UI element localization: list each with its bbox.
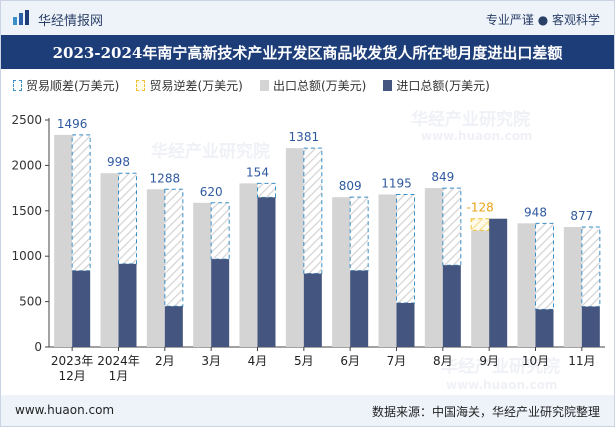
deficit-band — [470, 218, 490, 231]
x-tick-label: 9月 — [479, 354, 499, 368]
import-bar — [535, 309, 554, 347]
balance-label: 154 — [246, 165, 269, 179]
y-tick-label: 0 — [34, 340, 42, 354]
data-source: 数据来源：中国海关，华经产业研究院整理 — [371, 405, 600, 419]
balance-label: 809 — [339, 179, 362, 193]
surplus-band — [581, 226, 601, 308]
balance-label: 620 — [200, 185, 223, 199]
export-bar — [100, 173, 119, 347]
surplus-band — [349, 196, 369, 272]
balance-label: 877 — [570, 209, 593, 223]
export-bar — [285, 148, 304, 347]
x-tick-label: 4月 — [248, 354, 268, 368]
x-tick-label: 7月 — [387, 354, 407, 368]
y-tick-label: 500 — [19, 295, 42, 309]
title-bar: 2023-2024年南宁高新技术产业开发区商品收发货人所在地月度进出口差额 — [1, 35, 614, 69]
logo-icon — [13, 10, 29, 25]
legend-label-export: 出口总额(万美元) — [272, 79, 367, 93]
balance-label: 849 — [431, 170, 454, 184]
legend-label-deficit: 贸易逆差(万美元) — [149, 79, 243, 93]
surplus-band — [210, 202, 230, 260]
x-tick-label: 5月 — [294, 354, 314, 368]
y-tick-label: 2500 — [11, 113, 42, 127]
export-bar — [517, 223, 536, 347]
export-bar — [563, 226, 582, 347]
export-bar — [332, 197, 351, 347]
balance-label: -128 — [467, 201, 494, 215]
watermark-url: www.huaon.com — [421, 129, 532, 143]
balance-label: 1288 — [150, 171, 181, 185]
top-bar: 华经情报网 专业严谨 ● 客观科学 — [1, 1, 614, 35]
surplus-band — [303, 147, 323, 275]
x-tick-label: 2023年 — [51, 354, 94, 368]
slogan: 专业严谨 ● 客观科学 — [485, 13, 600, 27]
footer-bar: www.huaon.com 数据来源：中国海关，华经产业研究院整理 — [1, 395, 614, 426]
surplus-band — [164, 188, 184, 307]
import-bar — [72, 270, 91, 347]
y-tick-label: 1000 — [11, 249, 42, 263]
watermark-text: 华经产业研究院 — [411, 109, 530, 130]
import-bar — [118, 263, 137, 347]
import-bar — [303, 273, 322, 347]
import-bar — [257, 197, 276, 347]
x-tick-label: 1月 — [109, 369, 129, 383]
footer-website: www.huaon.com — [15, 403, 115, 417]
export-bar — [239, 183, 258, 347]
export-bar — [378, 194, 397, 347]
surplus-band — [71, 134, 91, 272]
legend-swatch-surplus — [13, 80, 22, 91]
balance-label: 948 — [524, 205, 547, 219]
export-bar — [424, 188, 443, 347]
watermark-text: 华经产业研究院 — [441, 356, 560, 377]
legend-label-import: 进口总额(万美元) — [396, 79, 490, 93]
import-bar — [350, 270, 369, 347]
x-tick-label: 10月 — [522, 354, 549, 368]
import-bar — [489, 218, 508, 347]
import-bar — [442, 265, 461, 347]
legend-surplus: 贸易顺差(万美元) — [13, 77, 119, 94]
x-tick-label: 11月 — [568, 354, 595, 368]
export-bar — [193, 202, 212, 347]
watermark-text: 华经产业研究院 — [151, 141, 270, 162]
balance-label: 998 — [107, 155, 130, 169]
balance-label: 1195 — [381, 176, 412, 190]
x-tick-label: 6月 — [340, 354, 360, 368]
surplus-band — [118, 172, 137, 265]
legend-label-surplus: 贸易顺差(万美元) — [26, 79, 120, 93]
surplus-band — [396, 193, 415, 304]
x-tick-label: 2024年 — [97, 354, 140, 368]
bar-chart: 华经产业研究院华经产业研究院华经产业研究院www.huaon.comwww.hu… — [11, 109, 605, 392]
balance-label: 1381 — [289, 130, 320, 144]
legend-swatch-deficit — [136, 80, 146, 91]
surplus-band — [257, 182, 276, 198]
brand-name: 华经情报网 — [38, 14, 104, 29]
chart-title: 2023-2024年南宁高新技术产业开发区商品收发货人所在地月度进出口差额 — [52, 44, 563, 62]
y-tick-label: 2000 — [11, 158, 42, 172]
import-bar — [164, 306, 183, 347]
legend-import: 进口总额(万美元) — [383, 77, 490, 94]
export-bar — [54, 134, 73, 347]
x-tick-label: 3月 — [201, 354, 221, 368]
surplus-band — [535, 222, 554, 310]
x-tick-label: 2月 — [155, 354, 175, 368]
import-bar — [396, 302, 415, 347]
export-bar — [471, 230, 490, 347]
legend-deficit: 贸易逆差(万美元) — [136, 77, 243, 94]
legend-swatch-import — [383, 80, 393, 91]
balance-label: 1496 — [57, 117, 88, 131]
x-tick-label: 12月 — [59, 369, 86, 383]
x-tick-label: 8月 — [433, 354, 453, 368]
legend-export: 出口总额(万美元) — [259, 77, 367, 94]
watermark-url: www.huaon.com — [446, 378, 557, 392]
import-bar — [211, 259, 230, 347]
surplus-band — [442, 187, 462, 266]
export-bar — [146, 189, 165, 347]
y-tick-label: 1500 — [11, 204, 42, 218]
import-bar — [581, 306, 600, 347]
legend-swatch-export — [259, 80, 269, 91]
legend: 贸易顺差(万美元) 贸易逆差(万美元) 出口总额(万美元) 进口总额(万美元) — [13, 75, 502, 95]
